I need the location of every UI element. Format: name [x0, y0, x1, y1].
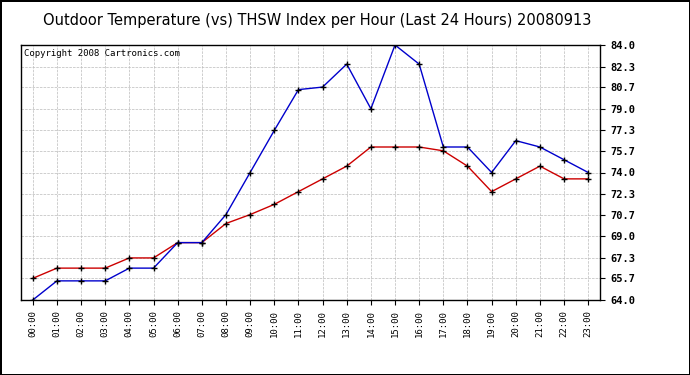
Text: Outdoor Temperature (vs) THSW Index per Hour (Last 24 Hours) 20080913: Outdoor Temperature (vs) THSW Index per …	[43, 13, 591, 28]
Text: Copyright 2008 Cartronics.com: Copyright 2008 Cartronics.com	[23, 49, 179, 58]
